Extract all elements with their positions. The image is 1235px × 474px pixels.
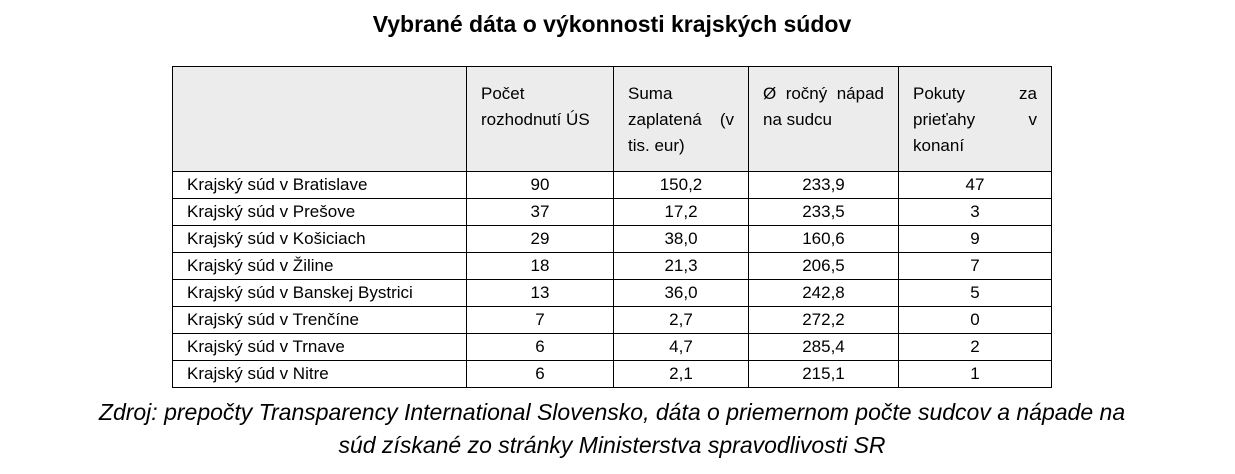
delay-fines-cell: 0 [898,306,1052,334]
court-name-cell: Krajský súd v Nitre [172,360,467,388]
table-row: Krajský súd v Košiciach 29 38,0 160,6 9 [172,225,1052,253]
table-body: Krajský súd v Bratislave 90 150,2 233,9 47 Kr… [172,171,1052,388]
court-name-cell: Krajský súd v Prešove [172,198,467,226]
court-name-cell: Krajský súd v Bratislave [172,171,467,199]
court-name-cell: Krajský súd v Trnave [172,333,467,361]
amount-paid-cell: 2,7 [613,306,749,334]
header-amount-paid: Suma zaplatená (v tis. eur) [613,66,749,172]
delay-fines-cell: 1 [898,360,1052,388]
source-line-2: súd získané zo stránky Ministerstva spra… [338,432,886,458]
court-name-cell: Krajský súd v Žiline [172,252,467,280]
source-note: Zdroj: prepočty Transparency Internation… [0,396,1224,462]
amount-paid-cell: 36,0 [613,279,749,307]
decisions-count-cell: 13 [466,279,614,307]
decisions-count-cell: 37 [466,198,614,226]
decisions-count-cell: 6 [466,333,614,361]
court-performance-table: Počet rozhodnutí ÚS Suma zaplatená (v ti… [172,66,1052,388]
delay-fines-cell: 9 [898,225,1052,253]
amount-paid-cell: 150,2 [613,171,749,199]
delay-fines-cell: 3 [898,198,1052,226]
decisions-count-cell: 7 [466,306,614,334]
table-header-row: Počet rozhodnutí ÚS Suma zaplatená (v ti… [172,66,1052,172]
amount-paid-cell: 4,7 [613,333,749,361]
table-row: Krajský súd v Trnave 6 4,7 285,4 2 [172,333,1052,361]
annual-caseload-cell: 233,9 [748,171,899,199]
decisions-count-cell: 18 [466,252,614,280]
court-name-cell: Krajský súd v Banskej Bystrici [172,279,467,307]
delay-fines-cell: 47 [898,171,1052,199]
delay-fines-cell: 2 [898,333,1052,361]
decisions-count-cell: 6 [466,360,614,388]
amount-paid-cell: 17,2 [613,198,749,226]
header-decisions-count: Počet rozhodnutí ÚS [466,66,614,172]
delay-fines-cell: 5 [898,279,1052,307]
page-title: Vybrané dáta o výkonnosti krajských súdo… [372,11,852,37]
decisions-count-cell: 29 [466,225,614,253]
source-line-1: Zdroj: prepočty Transparency Internation… [98,399,1126,425]
amount-paid-cell: 21,3 [613,252,749,280]
table-row: Krajský súd v Trenčíne 7 2,7 272,2 0 [172,306,1052,334]
table-row: Krajský súd v Bratislave 90 150,2 233,9 47 [172,171,1052,199]
annual-caseload-cell: 206,5 [748,252,899,280]
annual-caseload-cell: 242,8 [748,279,899,307]
table-row: Krajský súd v Nitre 6 2,1 215,1 1 [172,360,1052,388]
header-delay-fines: Pokuty za prieťahy v konaní [898,66,1052,172]
header-annual-caseload: Ø ročný nápad na sudcu [748,66,899,172]
delay-fines-cell: 7 [898,252,1052,280]
annual-caseload-cell: 233,5 [748,198,899,226]
header-court-name [172,66,467,172]
amount-paid-cell: 38,0 [613,225,749,253]
annual-caseload-cell: 285,4 [748,333,899,361]
court-name-cell: Krajský súd v Košiciach [172,225,467,253]
table-row: Krajský súd v Žiline 18 21,3 206,5 7 [172,252,1052,280]
decisions-count-cell: 90 [466,171,614,199]
annual-caseload-cell: 272,2 [748,306,899,334]
amount-paid-cell: 2,1 [613,360,749,388]
annual-caseload-cell: 160,6 [748,225,899,253]
annual-caseload-cell: 215,1 [748,360,899,388]
table-row: Krajský súd v Prešove 37 17,2 233,5 3 [172,198,1052,226]
table-row: Krajský súd v Banskej Bystrici 13 36,0 242,… [172,279,1052,307]
court-name-cell: Krajský súd v Trenčíne [172,306,467,334]
